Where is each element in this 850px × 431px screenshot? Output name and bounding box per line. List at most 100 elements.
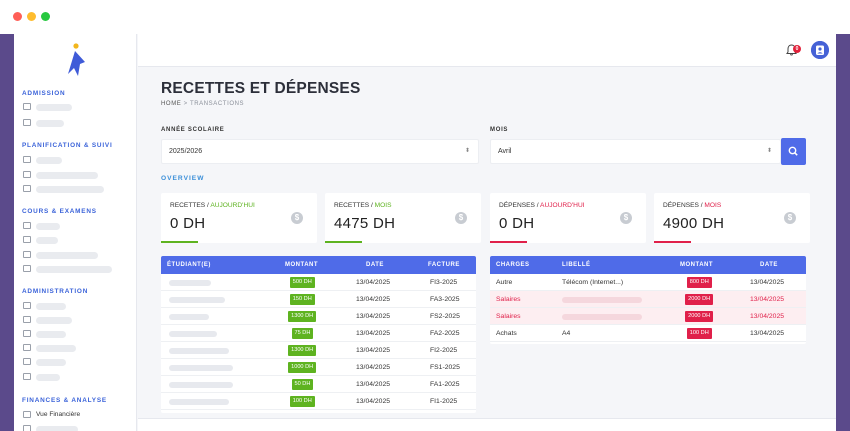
sidebar-item[interactable]	[23, 329, 133, 339]
redacted-label	[36, 374, 60, 381]
column-header[interactable]: CHARGES	[496, 262, 530, 268]
card-accent-bar	[654, 241, 691, 243]
folder-icon	[23, 316, 31, 323]
redacted-label	[36, 345, 76, 352]
table-row[interactable]: Autre Télécom (Internet...) 800 DH 13/04/20…	[490, 274, 806, 291]
sidebar-item[interactable]	[23, 170, 133, 180]
amount-badge: 800 DH	[686, 277, 712, 288]
sidebar-item[interactable]	[23, 118, 133, 128]
maximize-window-button[interactable]	[41, 12, 50, 21]
date-cell: 13/04/2025	[356, 313, 391, 320]
invoice-cell: FA3-2025	[430, 296, 460, 303]
date-cell: 13/04/2025	[750, 330, 785, 337]
sidebar-item[interactable]	[23, 357, 133, 367]
redacted-student	[169, 399, 229, 405]
redacted-student	[169, 365, 233, 371]
dollar-coin-icon: $	[784, 212, 796, 224]
app-frame: ADMISSION PLANIFICATION & SUIVI COURS & …	[14, 34, 836, 431]
sidebar-item[interactable]	[23, 372, 133, 382]
card-accent-bar	[161, 241, 198, 243]
redacted-student	[169, 331, 217, 337]
redacted-label	[36, 120, 64, 127]
card-amount: 0 DH	[499, 215, 535, 232]
table-row[interactable]: Salaires 2000 DH 13/04/2025	[490, 308, 806, 325]
column-header[interactable]: ÉTUDIANT(E)	[167, 262, 211, 268]
desktop-background-right	[836, 34, 850, 431]
column-header[interactable]: DATE	[760, 262, 778, 268]
table-row[interactable]: Achats A4 100 DH 13/04/2025	[490, 325, 806, 342]
sidebar-item[interactable]	[23, 102, 133, 112]
sidebar-item[interactable]	[23, 155, 133, 165]
table-row[interactable]: 75 DH 13/04/2025 FA2-2025	[161, 325, 476, 342]
app-logo[interactable]	[64, 42, 86, 78]
table-row[interactable]: 1300 DH 13/04/2025 FS2-2025	[161, 308, 476, 325]
sidebar-item[interactable]	[23, 221, 133, 231]
card-depenses-mois: DÉPENSES / MOIS 4900 DH $	[654, 193, 810, 243]
card-title: DÉPENSES / MOIS	[663, 202, 722, 209]
search-icon	[788, 146, 798, 156]
amount-badge: 75 DH	[291, 328, 314, 339]
invoice-cell: FI3-2025	[430, 279, 458, 286]
sidebar-item[interactable]	[23, 235, 133, 245]
select-arrow-icon: ⬍	[766, 148, 772, 154]
label-cell: Télécom (Internet...)	[562, 279, 624, 286]
card-title: DÉPENSES / AUJOURD'HUI	[499, 202, 585, 209]
chart-icon	[23, 358, 31, 365]
card-accent-bar	[490, 241, 527, 243]
dollar-coin-icon: $	[291, 212, 303, 224]
invoice-cell: FS2-2025	[430, 313, 460, 320]
column-header[interactable]: FACTURE	[428, 262, 460, 268]
sidebar-item-vue-financiere[interactable]: Vue Financière	[23, 410, 133, 420]
month-select-value: Avril	[498, 148, 512, 155]
column-header[interactable]: MONTANT	[285, 262, 319, 268]
sidebar-item[interactable]	[23, 184, 133, 194]
sidebar-item[interactable]	[23, 301, 133, 311]
date-cell: 13/04/2025	[356, 347, 391, 354]
search-button[interactable]	[781, 138, 806, 165]
breadcrumb-home[interactable]: HOME	[161, 101, 182, 107]
sidebar-item[interactable]	[23, 424, 133, 431]
table-row[interactable]: 500 DH 13/04/2025 FI3-2025	[161, 274, 476, 291]
user-icon[interactable]	[811, 41, 829, 59]
charge-cell: Autre	[496, 279, 513, 286]
redacted-label	[36, 157, 62, 164]
overview-heading: OVERVIEW	[161, 175, 205, 182]
book-icon	[23, 222, 31, 229]
sidebar-item[interactable]	[23, 250, 133, 260]
table-row[interactable]: Salaires 2000 DH 13/04/2025	[490, 291, 806, 308]
table-row[interactable]: 100 DH 13/04/2025 FI1-2025	[161, 393, 476, 410]
redacted-label	[36, 359, 66, 366]
redacted-label	[562, 314, 642, 320]
table-row[interactable]: 1300 DH 13/04/2025 FI2-2025	[161, 342, 476, 359]
select-arrow-icon: ⬍	[464, 148, 470, 154]
table-row[interactable]: 50 DH 13/04/2025 FA1-2025	[161, 376, 476, 393]
redacted-student	[169, 280, 211, 286]
month-select[interactable]: Avril ⬍	[490, 139, 781, 164]
invoice-cell: FI2-2025	[430, 347, 458, 354]
clock-icon	[23, 236, 31, 243]
redacted-label	[562, 297, 642, 303]
sidebar-section-cours: COURS & EXAMENS	[22, 208, 97, 215]
redacted-label	[36, 266, 112, 273]
table-row[interactable]: 150 DH 13/04/2025 FA3-2025	[161, 291, 476, 308]
table-row[interactable]: 1000 DH 13/04/2025 FS1-2025	[161, 359, 476, 376]
charge-cell: Salaires	[496, 313, 521, 320]
minimize-window-button[interactable]	[27, 12, 36, 21]
calendar-icon	[23, 156, 31, 163]
sidebar-item[interactable]	[23, 343, 133, 353]
building-icon	[23, 373, 31, 380]
sidebar-item[interactable]	[23, 315, 133, 325]
invoice-cell: FI1-2025	[430, 398, 458, 405]
year-select[interactable]: 2025/2026 ⬍	[161, 139, 479, 164]
breadcrumb-current: TRANSACTIONS	[189, 101, 245, 107]
card-title: RECETTES / MOIS	[334, 202, 392, 209]
close-window-button[interactable]	[13, 12, 22, 21]
column-header[interactable]: DATE	[366, 262, 384, 268]
sidebar-item[interactable]	[23, 264, 133, 274]
card-recettes-aujourdhui: RECETTES / AUJOURD'HUI 0 DH $	[161, 193, 317, 243]
redacted-label	[36, 252, 98, 259]
redacted-label	[36, 331, 66, 338]
column-header[interactable]: LIBELLÉ	[562, 262, 591, 268]
column-header[interactable]: MONTANT	[680, 262, 714, 268]
redacted-label	[36, 186, 104, 193]
